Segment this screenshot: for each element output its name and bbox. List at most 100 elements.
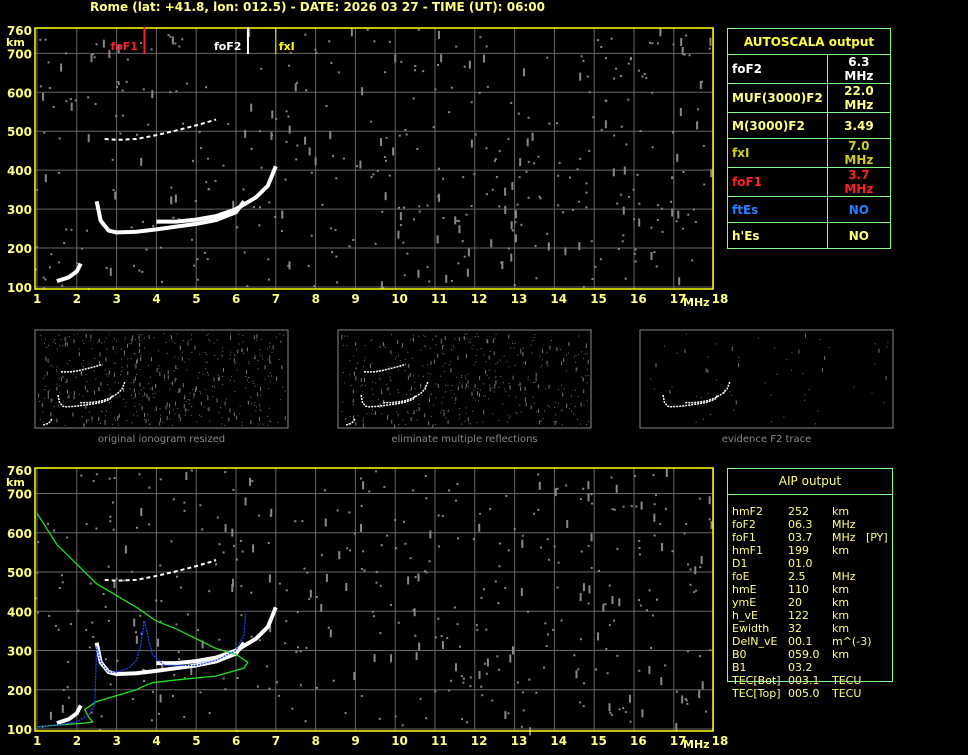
noise-dot	[230, 351, 232, 353]
noise-dot	[221, 417, 223, 419]
noise-dot	[447, 410, 449, 412]
noise-dot	[171, 36, 174, 45]
noise-dot	[139, 382, 141, 387]
noise-dot	[723, 393, 725, 395]
x-tick-label: 2	[73, 734, 81, 748]
noise-dot	[183, 340, 185, 342]
noise-dot	[39, 85, 42, 88]
noise-dot	[514, 221, 517, 224]
aip-cell: 110	[788, 583, 809, 596]
noise-dot	[107, 620, 110, 623]
noise-dot	[180, 586, 183, 589]
noise-dot	[426, 204, 429, 207]
noise-dot	[179, 388, 181, 393]
noise-dot	[376, 169, 379, 172]
noise-dot	[349, 373, 351, 375]
noise-dot	[461, 377, 463, 379]
noise-dot	[271, 110, 274, 119]
noise-dot	[510, 102, 513, 105]
caption-eliminate: eliminate multiple reflections	[391, 434, 538, 445]
noise-dot	[126, 366, 128, 368]
noise-dot	[635, 505, 638, 508]
noise-dot	[61, 704, 64, 713]
noise-dot	[715, 379, 717, 381]
noise-dot	[467, 373, 469, 375]
noise-dot	[136, 360, 138, 365]
noise-dot	[524, 397, 526, 402]
noise-dot	[575, 361, 577, 363]
noise-dot	[709, 649, 712, 652]
noise-dot	[287, 115, 290, 118]
noise-dot	[92, 635, 95, 638]
noise-dot	[472, 344, 474, 346]
noise-dot	[372, 409, 374, 411]
noise-dot	[228, 417, 230, 422]
noise-dot	[629, 56, 632, 59]
noise-dot	[182, 122, 185, 125]
noise-dot	[495, 363, 497, 365]
noise-dot	[135, 364, 137, 369]
noise-dot	[414, 576, 417, 579]
noise-dot	[519, 404, 521, 406]
noise-dot	[108, 333, 110, 335]
noise-dot	[561, 361, 563, 366]
noise-dot	[443, 409, 445, 411]
noise-dot	[527, 160, 530, 163]
noise-dot	[45, 347, 47, 349]
x-tick-label: 18	[712, 734, 729, 748]
noise-dot	[174, 194, 177, 203]
noise-dot	[217, 376, 219, 381]
noise-dot	[310, 171, 313, 174]
noise-dot	[515, 412, 517, 414]
noise-dot	[157, 350, 159, 352]
noise-dot	[78, 348, 80, 350]
noise-dot	[371, 388, 373, 390]
noise-dot	[47, 394, 49, 399]
noise-dot	[608, 624, 611, 627]
noise-dot	[696, 121, 699, 130]
noise-dot	[494, 384, 496, 389]
noise-dot	[352, 389, 354, 394]
noise-dot	[121, 370, 123, 372]
noise-dot	[757, 337, 759, 339]
noise-dot	[357, 362, 359, 364]
aip-cell: MHz	[832, 531, 856, 544]
noise-dot	[279, 333, 281, 335]
noise-dot	[770, 394, 772, 396]
x-tick-label: 3	[113, 292, 121, 306]
noise-dot	[440, 54, 443, 63]
noise-dot	[139, 614, 142, 617]
noise-dot	[244, 129, 247, 138]
aip-row: B0 059.0 km	[732, 648, 888, 661]
noise-dot	[295, 158, 298, 161]
noise-dot	[618, 708, 621, 711]
noise-dot	[159, 620, 162, 623]
noise-dot	[60, 574, 63, 577]
noise-dot	[525, 397, 527, 399]
noise-dot	[144, 347, 146, 349]
noise-dot	[284, 390, 286, 392]
noise-dot	[485, 369, 487, 374]
noise-dot	[224, 688, 227, 691]
noise-dot	[634, 248, 637, 251]
noise-dot	[804, 333, 806, 338]
noise-dot	[570, 396, 572, 398]
noise-dot	[390, 350, 392, 355]
noise-dot	[586, 368, 588, 370]
noise-dot	[470, 423, 472, 425]
noise-dot	[600, 46, 603, 49]
noise-dot	[478, 523, 481, 532]
noise-dot	[520, 588, 523, 597]
noise-dot	[277, 422, 279, 424]
noise-dot	[447, 409, 449, 411]
thumbnail-1	[337, 329, 592, 429]
noise-dot	[157, 638, 160, 647]
noise-dot	[455, 663, 458, 672]
noise-dot	[656, 219, 659, 222]
noise-dot	[133, 264, 136, 267]
noise-dot	[160, 246, 163, 249]
noise-dot	[172, 409, 174, 411]
noise-dot	[583, 378, 585, 380]
noise-dot	[417, 28, 420, 31]
param-label: foF2	[727, 54, 828, 84]
